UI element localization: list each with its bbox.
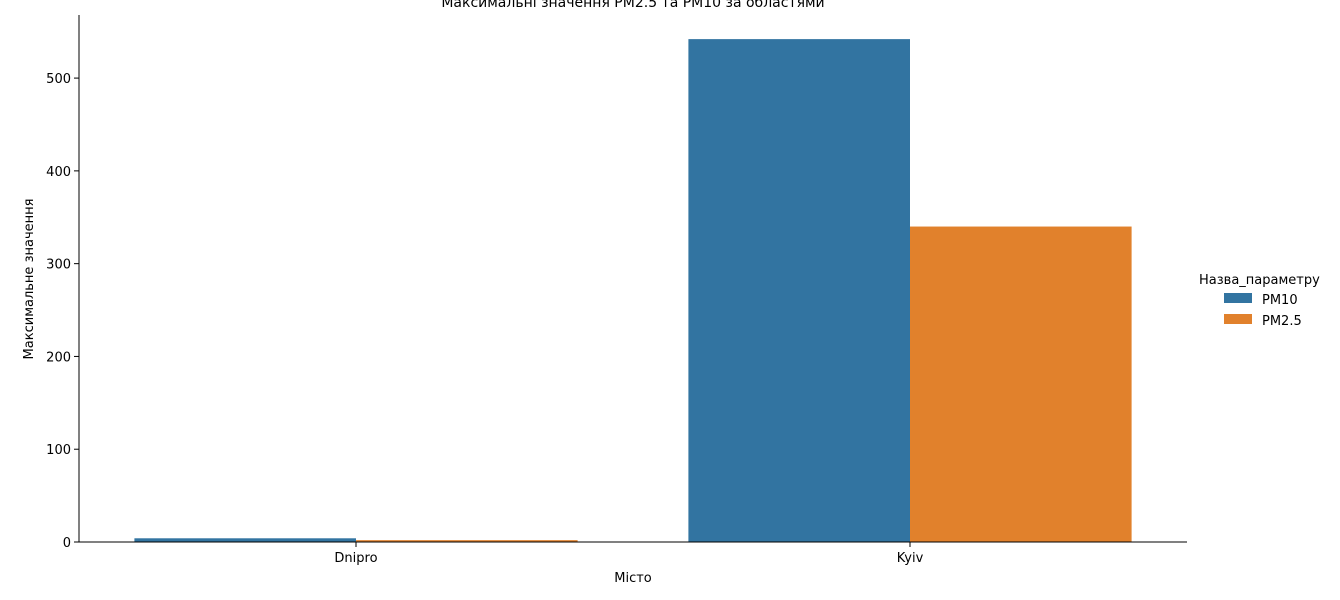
bar-pm2-5-kyiv xyxy=(910,226,1132,543)
y-axis-ticks: 0 100 200 300 400 500 xyxy=(46,72,79,551)
legend-items: PM10 PM2.5 xyxy=(1224,293,1302,329)
legend-label: PM2.5 xyxy=(1262,314,1302,329)
legend: Назва_параметру PM10 PM2.5 xyxy=(1199,273,1320,329)
y-tick-label: 300 xyxy=(46,258,71,273)
y-tick-label: 400 xyxy=(46,165,71,180)
bar-pm2-5-dnipro xyxy=(356,540,578,542)
x-axis-ticks: Dnipro Kyiv xyxy=(334,542,924,566)
chart-title: Максимальні значення PM2.5 та PM10 за об… xyxy=(441,0,824,11)
bar-pm10-kyiv xyxy=(688,39,910,543)
legend-label: PM10 xyxy=(1262,293,1298,308)
legend-swatch xyxy=(1224,314,1252,324)
legend-swatch xyxy=(1224,293,1252,303)
y-tick-label: 100 xyxy=(46,443,71,458)
x-tick-label: Dnipro xyxy=(334,551,377,566)
bar-pm10-dnipro xyxy=(134,538,356,542)
y-tick-label: 500 xyxy=(46,72,71,87)
legend-title: Назва_параметру xyxy=(1199,273,1320,288)
y-tick-label: 0 xyxy=(63,536,71,551)
x-axis-title: Місто xyxy=(614,571,652,586)
y-tick-label: 200 xyxy=(46,350,71,365)
x-tick-label: Kyiv xyxy=(897,551,924,566)
plot-area xyxy=(134,39,1132,543)
y-axis-title: Максимальне значення xyxy=(22,199,37,360)
